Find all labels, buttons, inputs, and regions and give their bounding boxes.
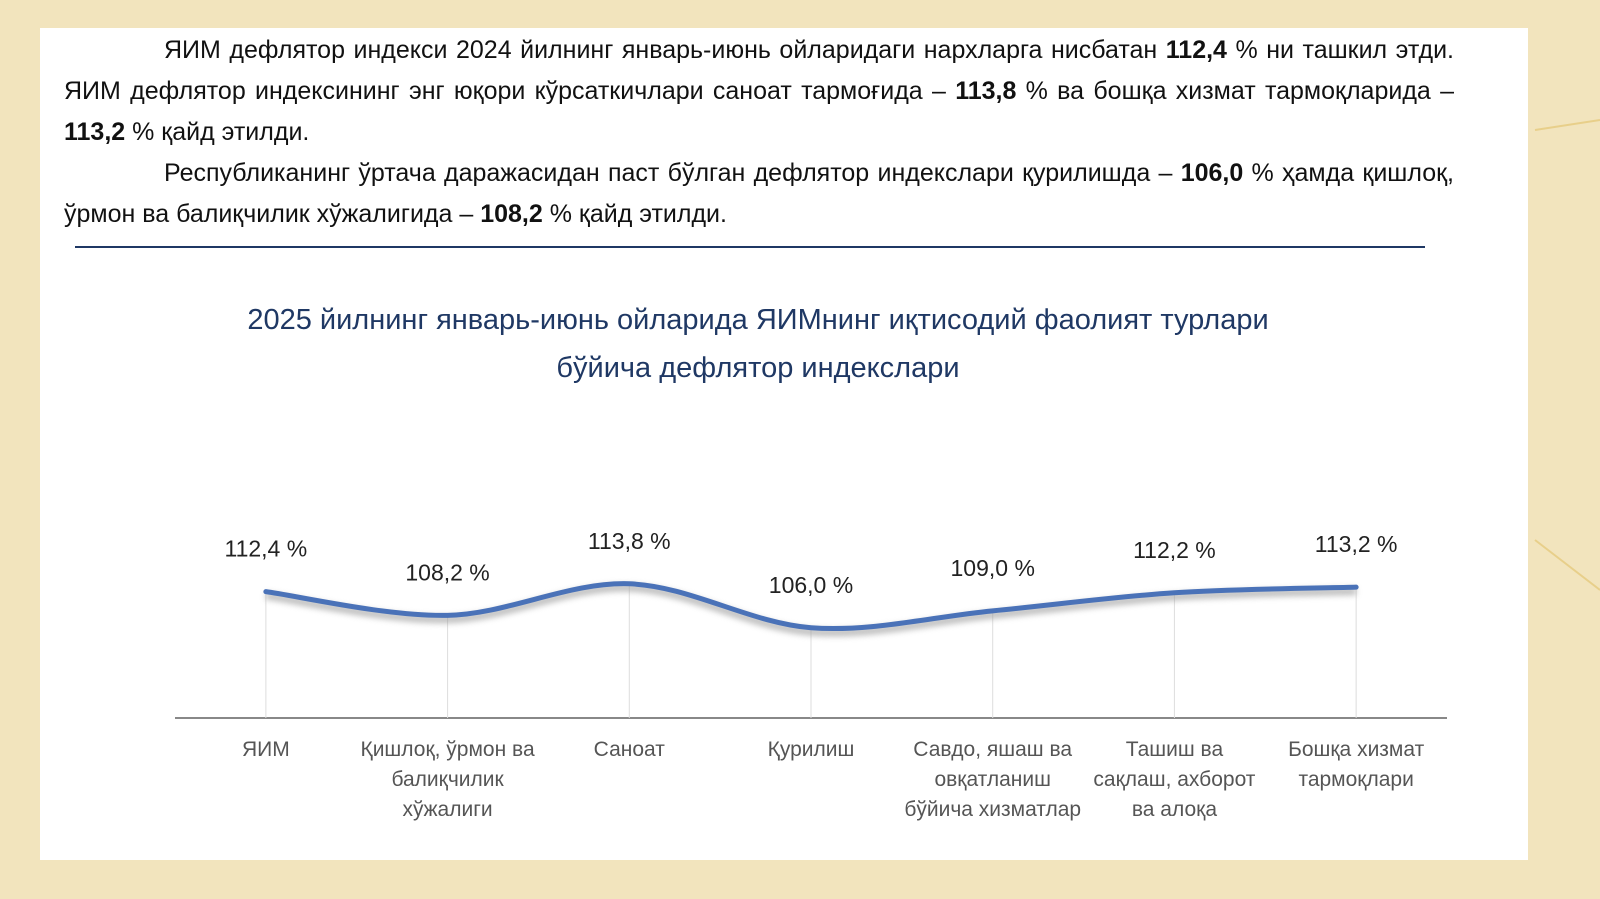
line-shadow xyxy=(265,583,1357,637)
data-label: 112,2 % xyxy=(1133,537,1216,563)
bold-number: 106,0 xyxy=(1180,159,1244,187)
bold-number: 112,4 xyxy=(1165,36,1227,64)
data-label: 106,0 % xyxy=(769,572,853,598)
data-label: 112,4 % xyxy=(225,536,308,562)
x-tick-label: Қурилиш xyxy=(767,738,855,761)
data-label: 108,2 % xyxy=(405,559,489,585)
decoration xyxy=(1534,539,1600,591)
data-label: 109,0 % xyxy=(951,555,1035,581)
decoration xyxy=(1534,119,1600,131)
text-run: Республиканинг ўртача даражасидан паст б… xyxy=(164,159,1181,187)
x-tick-label: Савдо, яшаш ва овқатланиш бўйича хизматл… xyxy=(904,738,1082,821)
data-label: 113,8 % xyxy=(588,528,671,554)
bold-number: 113,8 xyxy=(955,77,1017,105)
x-tick-label: Бошқа хизмат тармоқлари xyxy=(1288,738,1425,791)
separator xyxy=(75,246,1425,248)
line xyxy=(263,581,1359,632)
bold-number: 108,2 xyxy=(480,200,543,228)
x-tick-label: Ташиш ва сақлаш, ахборот ва алоқа xyxy=(1093,738,1256,821)
text-run: % ва бошқа хизмат тармоқларида – xyxy=(1016,77,1455,105)
slide xyxy=(40,28,1528,860)
paragraph: Республиканинг ўртача даражасидан паст б… xyxy=(64,153,1454,235)
text-run: % қайд этилди. xyxy=(542,200,727,228)
text-block: ЯИМ дефлятор индекси 2024 йилнинг январь… xyxy=(64,30,1454,235)
chart-title: 2025 йилнинг январь-июнь ойларида ЯИМнин… xyxy=(247,304,1269,384)
data-label: 113,2 % xyxy=(1315,531,1398,557)
x-tick-label: Саноат xyxy=(593,738,665,761)
text-run: % ҳамда қишлоқ, ўрмон ва балиқчилик хўжа… xyxy=(64,159,1455,228)
paragraph: ЯИМ дефлятор индекси 2024 йилнинг январь… xyxy=(64,30,1454,153)
x-tick-label: ЯИМ xyxy=(241,738,290,761)
text-run: % қайд этилди. xyxy=(125,118,310,146)
x-tick-label: Қишлоқ, ўрмон ва балиқчилик хўжалиги xyxy=(360,738,535,821)
text-run: % ни ташкил этди. ЯИМ дефлятор индексини… xyxy=(64,36,1454,105)
bold-number: 113,2 xyxy=(64,118,126,146)
text-run: ЯИМ дефлятор индекси 2024 йилнинг январь… xyxy=(164,36,1166,64)
